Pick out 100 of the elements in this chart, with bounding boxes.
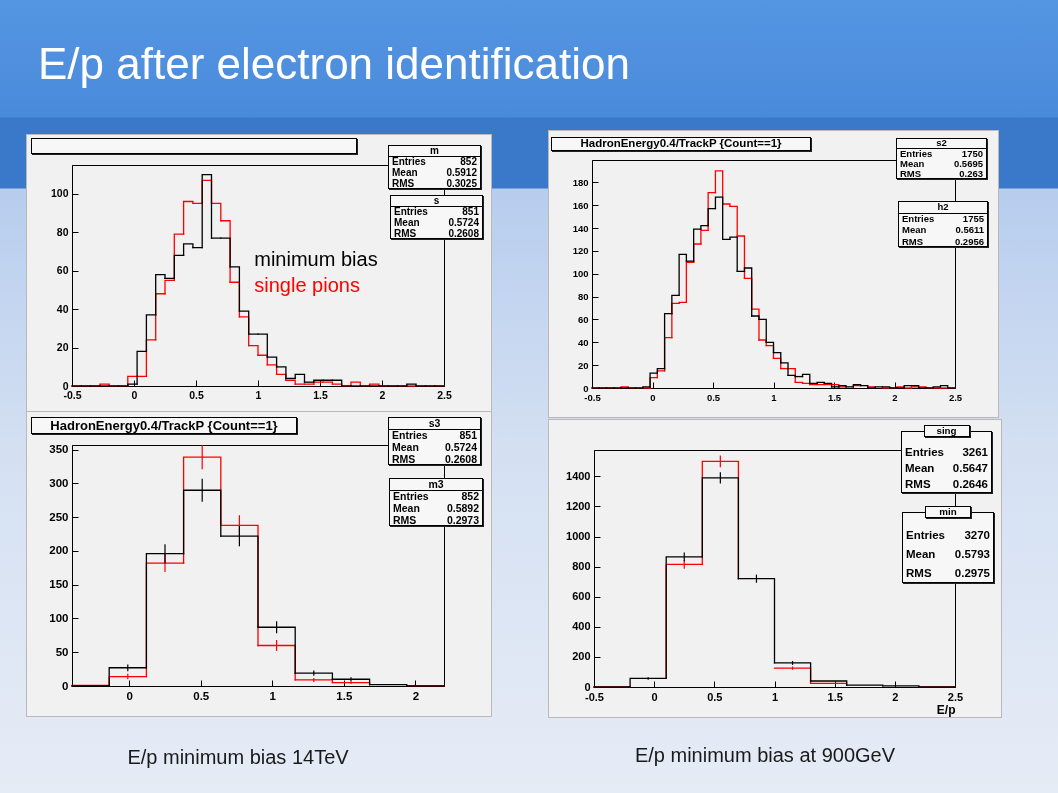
text: s3	[428, 416, 441, 429]
annotation: Mean	[905, 462, 935, 475]
y-tick-label: 140	[572, 222, 589, 234]
y-tick-label: 300	[49, 476, 69, 489]
y-tick-label: 50	[55, 645, 69, 658]
text: 0.5724	[444, 440, 477, 453]
annotation: Mean	[392, 166, 418, 178]
text: 0.2608	[444, 452, 477, 465]
x-tick-label: 1.5	[827, 690, 843, 703]
annotation: 0.5793	[954, 547, 990, 561]
x-tick-label: 2	[892, 391, 898, 403]
x-tick-label: 0.5	[707, 690, 723, 703]
annotation: Entries	[393, 489, 429, 502]
annotation: Mean	[906, 547, 936, 561]
x-tick-label: 1.5	[313, 388, 328, 401]
text: Entries	[392, 428, 428, 441]
annotation: s	[433, 194, 440, 206]
text: s2	[936, 137, 947, 149]
y-tick-label: 800	[572, 560, 591, 573]
text: 0.3025	[446, 177, 477, 189]
annotation: Mean	[392, 440, 419, 453]
y-tick-label: 100	[49, 611, 69, 624]
x-tick-label: 0.5	[189, 388, 204, 401]
x-tick-label: 1	[269, 689, 277, 702]
annotation: Entries	[392, 155, 426, 167]
annotation: RMS	[905, 478, 931, 491]
annotation: 0.2956	[954, 235, 984, 247]
y-tick-label: 400	[572, 620, 591, 633]
annotation: RMS	[393, 513, 417, 526]
annotation: m3	[428, 477, 444, 490]
x-tick-label: 0	[650, 391, 656, 403]
annotation: Mean	[394, 216, 420, 228]
y-tick-label: 120	[572, 245, 589, 257]
annotation: Entries	[394, 205, 428, 217]
annotation: 0.2646	[952, 478, 988, 491]
text: 0.2973	[446, 513, 479, 526]
y-tick-label: 160	[572, 199, 589, 211]
y-tick-label: 200	[572, 650, 591, 663]
x-tick-label: 1	[771, 690, 779, 703]
text: E/p after electron identification	[38, 39, 630, 88]
x-tick-label: 0	[131, 388, 138, 401]
y-tick-label: 1200	[566, 499, 591, 512]
x-tick-label: 1.5	[827, 391, 842, 403]
x-tick-label: 1	[255, 388, 262, 401]
y-tick-label: 1400	[566, 469, 591, 482]
text: sing	[936, 425, 957, 437]
y-tick-label: 180	[572, 176, 589, 188]
annotation: 0.5695	[953, 157, 983, 169]
text: 0.5724	[448, 216, 479, 228]
x-tick-label: -0.5	[584, 391, 602, 403]
text: 3270	[964, 528, 990, 542]
text: E/p minimum bias at 900GeV	[634, 744, 896, 766]
annotation: RMS	[900, 168, 922, 180]
text: 0.5892	[446, 501, 479, 514]
annotation: Mean	[902, 224, 927, 235]
y-tick-label: 0	[62, 379, 69, 392]
x-tick-label: 1	[771, 391, 778, 403]
annotation: 0.5647	[952, 462, 988, 475]
text: 851	[459, 428, 477, 441]
annotation: RMS	[394, 227, 417, 239]
annotation: Entries	[905, 446, 944, 459]
x-tick-label: 2.5	[947, 690, 964, 703]
x-tick-label: 2	[379, 388, 386, 401]
text: 0.263	[959, 168, 983, 180]
annotation: Entries	[906, 528, 945, 542]
x-tick-label: 2	[892, 690, 899, 703]
chart-title: HadronEnergy0.4/TrackP {Count==1}	[50, 418, 278, 433]
annotation: min	[939, 506, 957, 518]
text: 851	[462, 205, 479, 217]
x-tick-label: 0.5	[706, 391, 721, 403]
x-axis-title: E/p	[936, 702, 956, 717]
text: Entries	[900, 147, 933, 159]
annotation: Mean	[900, 157, 925, 169]
x-tick-label: 0.5	[193, 689, 210, 702]
y-tick-label: 0	[62, 679, 69, 692]
y-tick-label: 250	[49, 510, 69, 523]
annotation: Mean	[393, 501, 420, 514]
annotation: RMS	[906, 566, 932, 580]
text: 1755	[962, 212, 984, 224]
text: 0.5912	[446, 166, 477, 178]
annotation: 0.2975	[954, 566, 990, 580]
x-tick-label: 1.5	[336, 689, 353, 702]
x-tick-label: -0.5	[585, 690, 604, 703]
text: 0.2608	[448, 227, 479, 239]
text: 852	[460, 155, 477, 167]
x-tick-label: 0	[126, 689, 133, 702]
y-tick-label: 100	[572, 268, 589, 280]
text: m	[430, 144, 439, 156]
text: 3261	[962, 446, 988, 459]
x-tick-label: 2.5	[948, 391, 963, 403]
text: 1750	[961, 147, 983, 159]
annotation: 0.5611	[955, 224, 984, 235]
series-label: minimum bias	[254, 247, 378, 270]
y-tick-label: 350	[49, 443, 69, 456]
annotation: h2	[937, 201, 949, 212]
y-tick-label: 200	[49, 544, 69, 557]
y-tick-label: 0	[584, 680, 591, 693]
annotation: RMS	[902, 235, 924, 247]
y-tick-label: 600	[572, 590, 591, 603]
x-tick-label: 2.5	[437, 388, 452, 401]
